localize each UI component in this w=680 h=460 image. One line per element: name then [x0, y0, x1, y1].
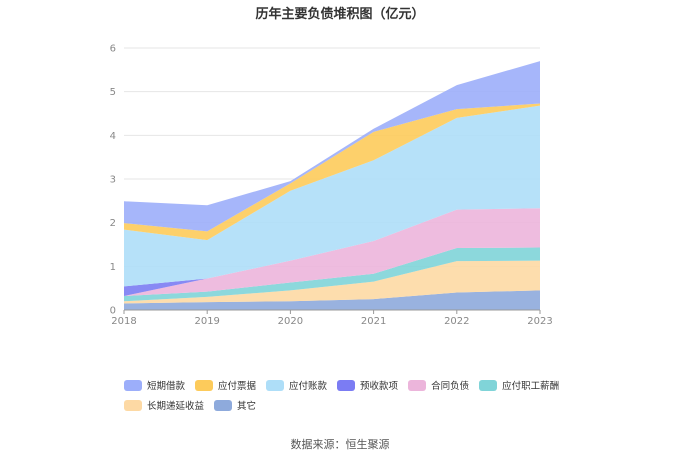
legend-label: 应付职工薪酬	[502, 381, 560, 392]
legend-label: 其它	[237, 401, 257, 412]
legend-item[interactable]: 应付账款	[266, 378, 327, 392]
y-tick-label: 4	[110, 131, 116, 142]
data-source-note: 数据来源：恒生聚源	[290, 438, 390, 451]
legend-item[interactable]: 合同负债	[408, 378, 469, 392]
area-3	[124, 208, 540, 297]
legend-swatch	[124, 379, 142, 391]
legend-swatch	[337, 379, 356, 391]
legend-item[interactable]: 应付职工薪酬	[479, 378, 559, 392]
area-2	[124, 247, 540, 302]
area-7	[124, 61, 540, 232]
area-4	[124, 208, 540, 297]
x-tick-label: 2020	[278, 316, 303, 327]
y-tick-label: 3	[110, 175, 116, 186]
y-tick-label: 0	[110, 306, 116, 317]
legend-swatch	[408, 379, 427, 391]
legend-item[interactable]: 长期递延收益	[124, 398, 204, 412]
legend-label: 预收款项	[360, 381, 399, 392]
y-tick-label: 5	[110, 87, 116, 98]
area-6	[124, 103, 540, 241]
legend-item[interactable]: 应付票据	[195, 378, 256, 392]
legend-item[interactable]: 短期借款	[124, 378, 185, 392]
area-5	[124, 105, 540, 287]
legend-label: 合同负债	[431, 381, 470, 392]
x-tick-label: 2022	[444, 316, 469, 327]
legend-swatch	[266, 379, 285, 391]
legend-swatch	[195, 379, 214, 391]
legend-label: 长期递延收益	[147, 401, 205, 412]
legend-swatch	[479, 379, 498, 391]
legend-label: 短期借款	[147, 381, 186, 392]
x-tick-label: 2018	[111, 316, 136, 327]
legend-item[interactable]: 其它	[214, 398, 256, 412]
legend-label: 应付票据	[218, 381, 257, 392]
stacked-area-chart: 历年主要负债堆积图（亿元） 0 1 2 3 4 5 6 2018 2019 2020 2021 202…	[110, 6, 553, 328]
axes: 0 1 2 3 4 5 6 2018 2019 2020 2021 2022 2023	[110, 44, 553, 328]
legend-swatch	[124, 399, 142, 411]
x-tick-label: 2021	[361, 316, 386, 327]
x-tick-label: 2023	[527, 316, 552, 327]
chart-title: 历年主要负债堆积图（亿元）	[255, 6, 424, 22]
y-tick-label: 1	[110, 262, 116, 273]
legend-swatch	[214, 399, 233, 411]
legend-item[interactable]: 预收款项	[337, 378, 398, 392]
legend: 短期借款 应付票据 应付账款 预收款项 合同负债 应付职工薪酬长期递延收益 其它	[124, 378, 584, 412]
legend-label: 应付账款	[289, 381, 328, 392]
y-tick-label: 2	[110, 218, 116, 229]
area-1	[124, 260, 540, 304]
area-series	[124, 61, 540, 310]
x-tick-label: 2019	[194, 316, 219, 327]
y-tick-label: 6	[110, 44, 116, 55]
